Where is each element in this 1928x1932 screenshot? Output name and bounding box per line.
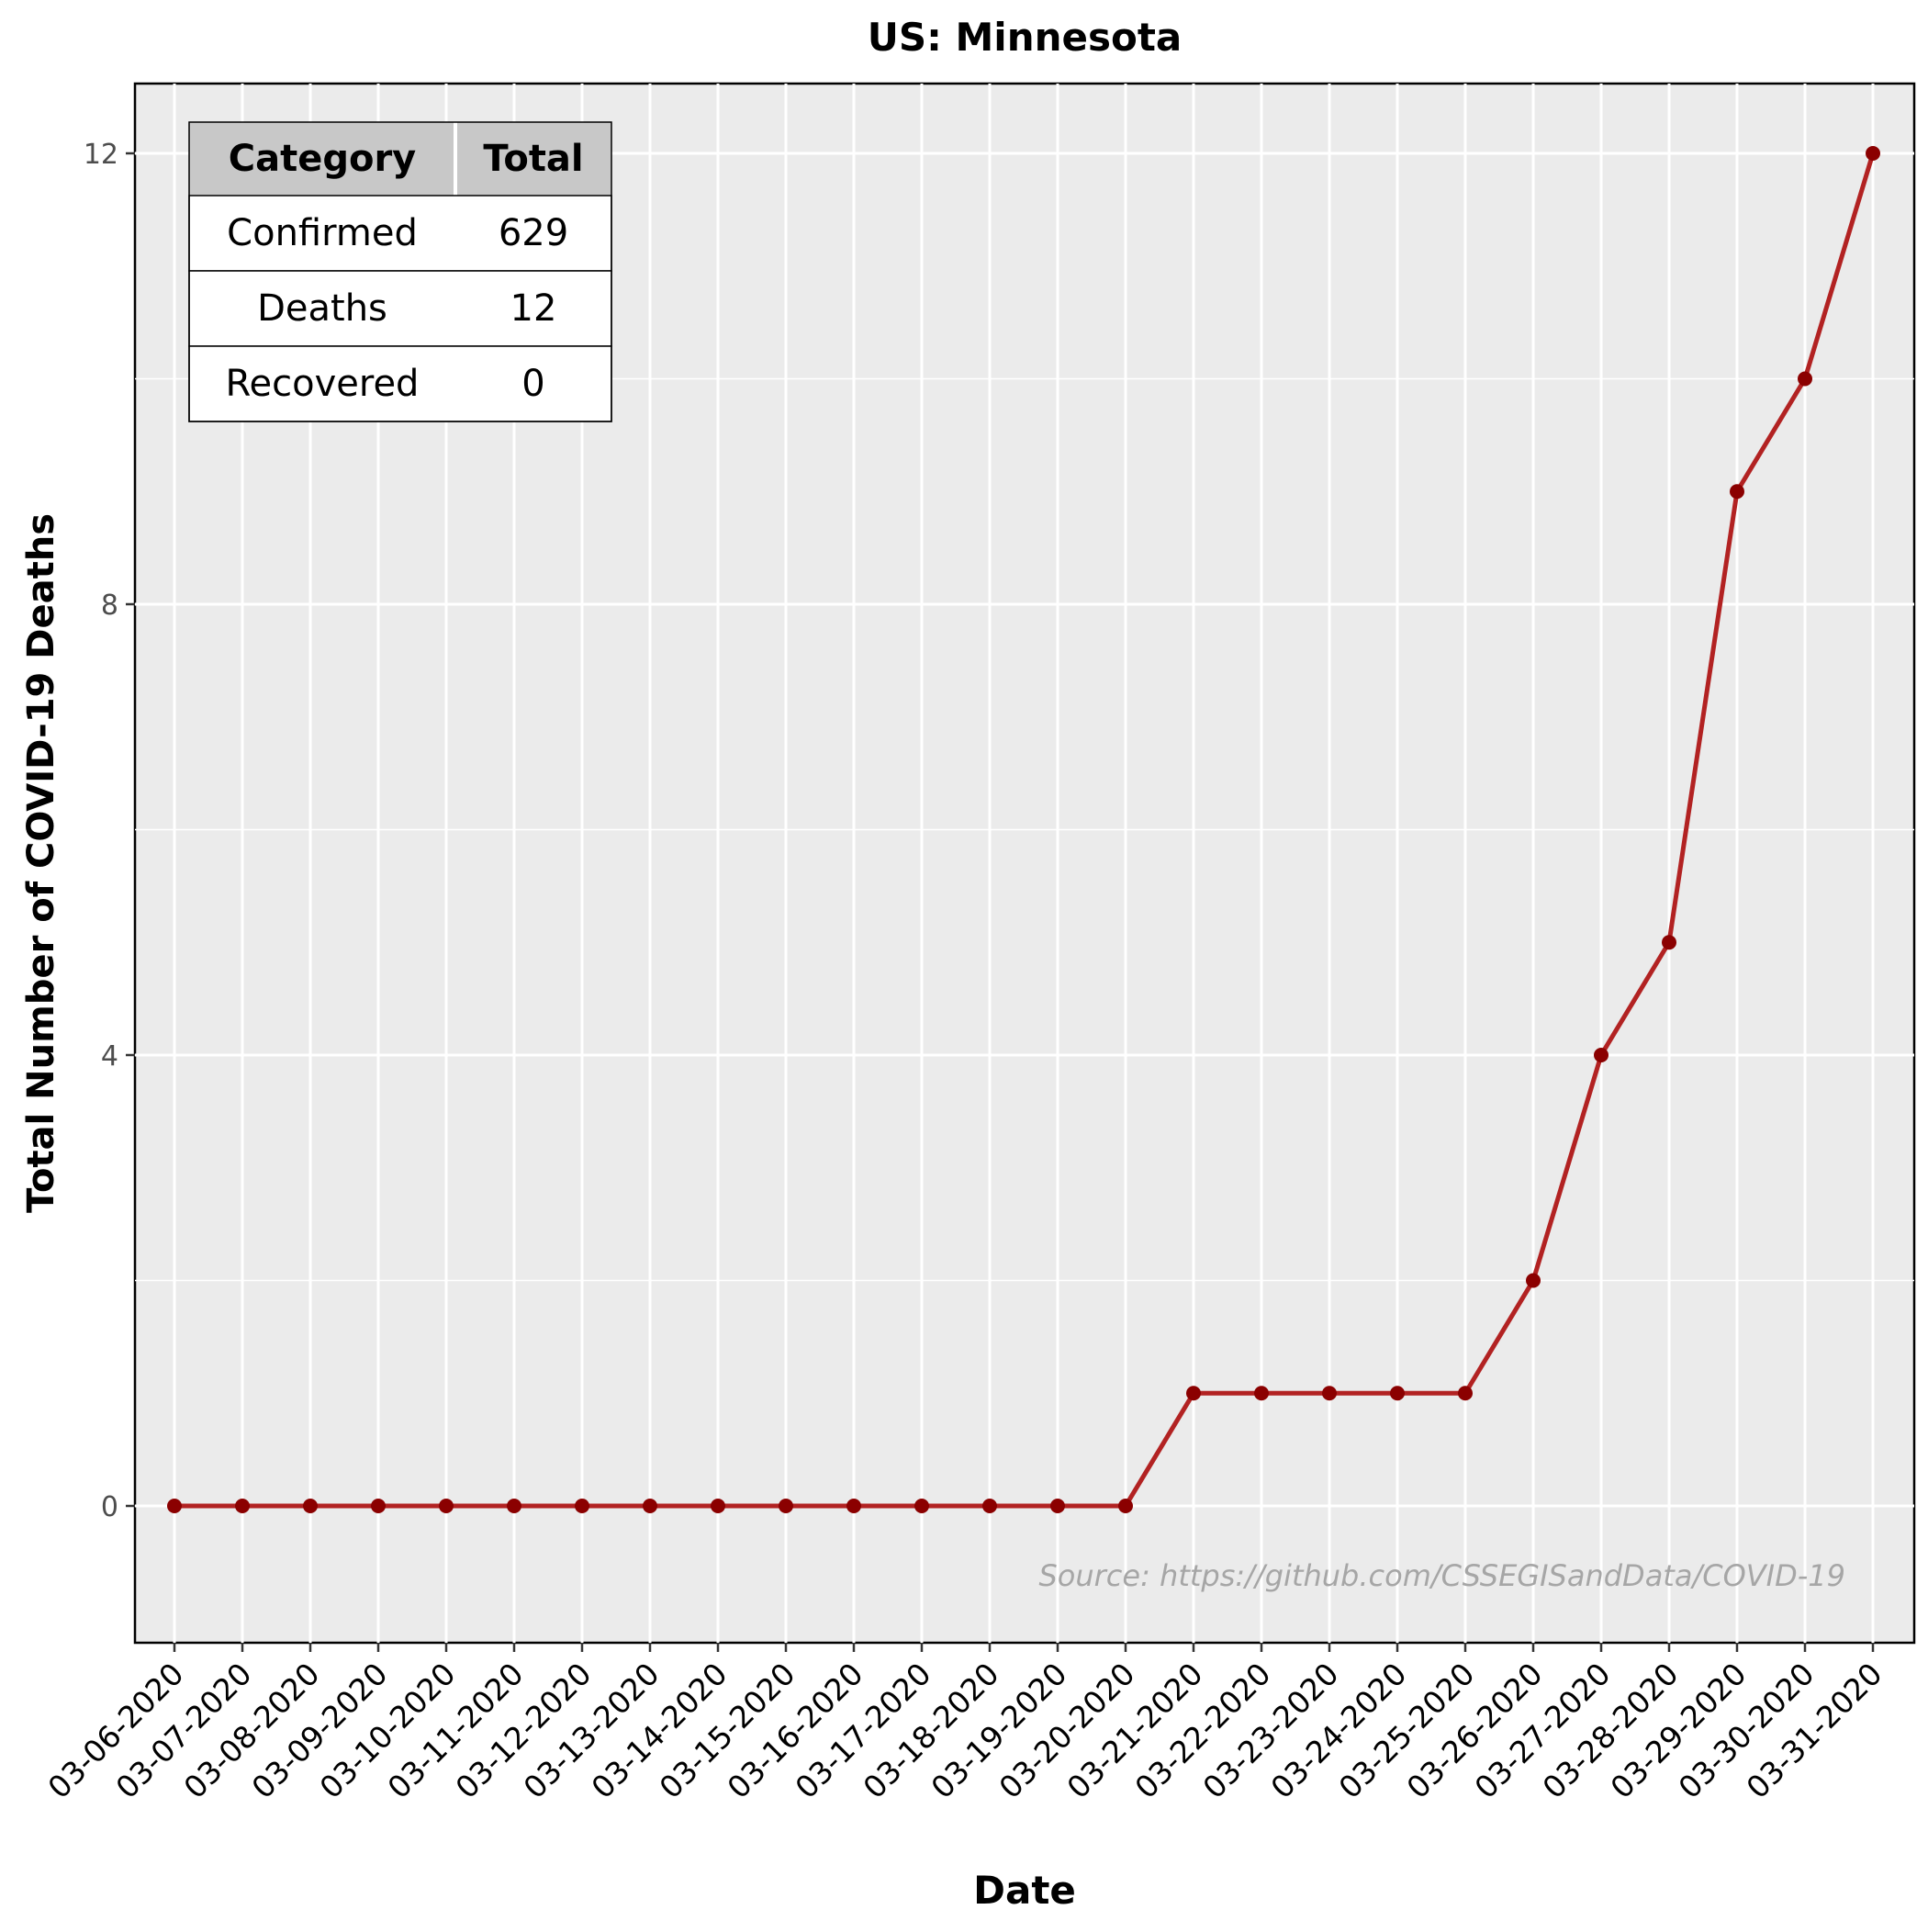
data-point bbox=[1186, 1386, 1201, 1401]
data-point bbox=[982, 1499, 997, 1513]
summary-table: Category Total Confirmed 629 Deaths 12 Recover… bbox=[188, 121, 612, 422]
data-point bbox=[1798, 371, 1812, 387]
data-point bbox=[914, 1499, 929, 1513]
data-point bbox=[1662, 935, 1676, 950]
table-cell-total: 0 bbox=[521, 363, 544, 405]
y-tick-label: 0 bbox=[101, 1491, 118, 1523]
data-point bbox=[1118, 1499, 1133, 1513]
data-point bbox=[1866, 146, 1880, 161]
data-point bbox=[1050, 1499, 1065, 1513]
data-point bbox=[1390, 1386, 1405, 1401]
data-point bbox=[711, 1499, 725, 1513]
x-axis-label: Date bbox=[973, 1868, 1076, 1913]
table-cell-category: Deaths bbox=[257, 287, 387, 330]
y-tick-label: 8 bbox=[101, 590, 118, 622]
y-tick-label: 12 bbox=[84, 139, 118, 171]
data-point bbox=[779, 1499, 793, 1513]
data-point bbox=[643, 1499, 657, 1513]
data-point bbox=[303, 1499, 318, 1513]
y-tick-label: 4 bbox=[101, 1040, 118, 1073]
table-cell-category: Recovered bbox=[226, 363, 420, 405]
data-point bbox=[1594, 1048, 1609, 1062]
table-cell-total: 629 bbox=[499, 212, 568, 254]
data-point bbox=[1526, 1273, 1541, 1288]
data-point bbox=[507, 1499, 521, 1513]
data-point bbox=[846, 1499, 861, 1513]
data-point bbox=[575, 1499, 589, 1513]
table-header-bg bbox=[189, 122, 611, 196]
data-point bbox=[1730, 484, 1744, 500]
series-deaths bbox=[167, 146, 1880, 1513]
data-point bbox=[1322, 1386, 1337, 1401]
series-line bbox=[174, 152, 1876, 1509]
table-cell-category: Confirmed bbox=[227, 212, 418, 254]
data-point bbox=[371, 1499, 386, 1513]
table-header-cell: Total bbox=[483, 138, 583, 180]
data-point bbox=[439, 1499, 454, 1513]
chart-title: US: Minnesota bbox=[868, 15, 1183, 60]
source-note: Source: https://github.com/CSSEGISandDat… bbox=[1038, 1558, 1845, 1593]
data-point bbox=[235, 1499, 250, 1513]
table-border bbox=[188, 121, 612, 422]
data-point bbox=[1254, 1386, 1269, 1401]
data-point bbox=[1458, 1386, 1473, 1401]
data-point bbox=[167, 1499, 182, 1513]
y-axis-label: Total Number of COVID-19 Deaths bbox=[20, 513, 62, 1213]
table-cell-total: 12 bbox=[510, 287, 557, 330]
table-header-cell: Category bbox=[229, 138, 417, 180]
table-row bbox=[188, 270, 612, 347]
